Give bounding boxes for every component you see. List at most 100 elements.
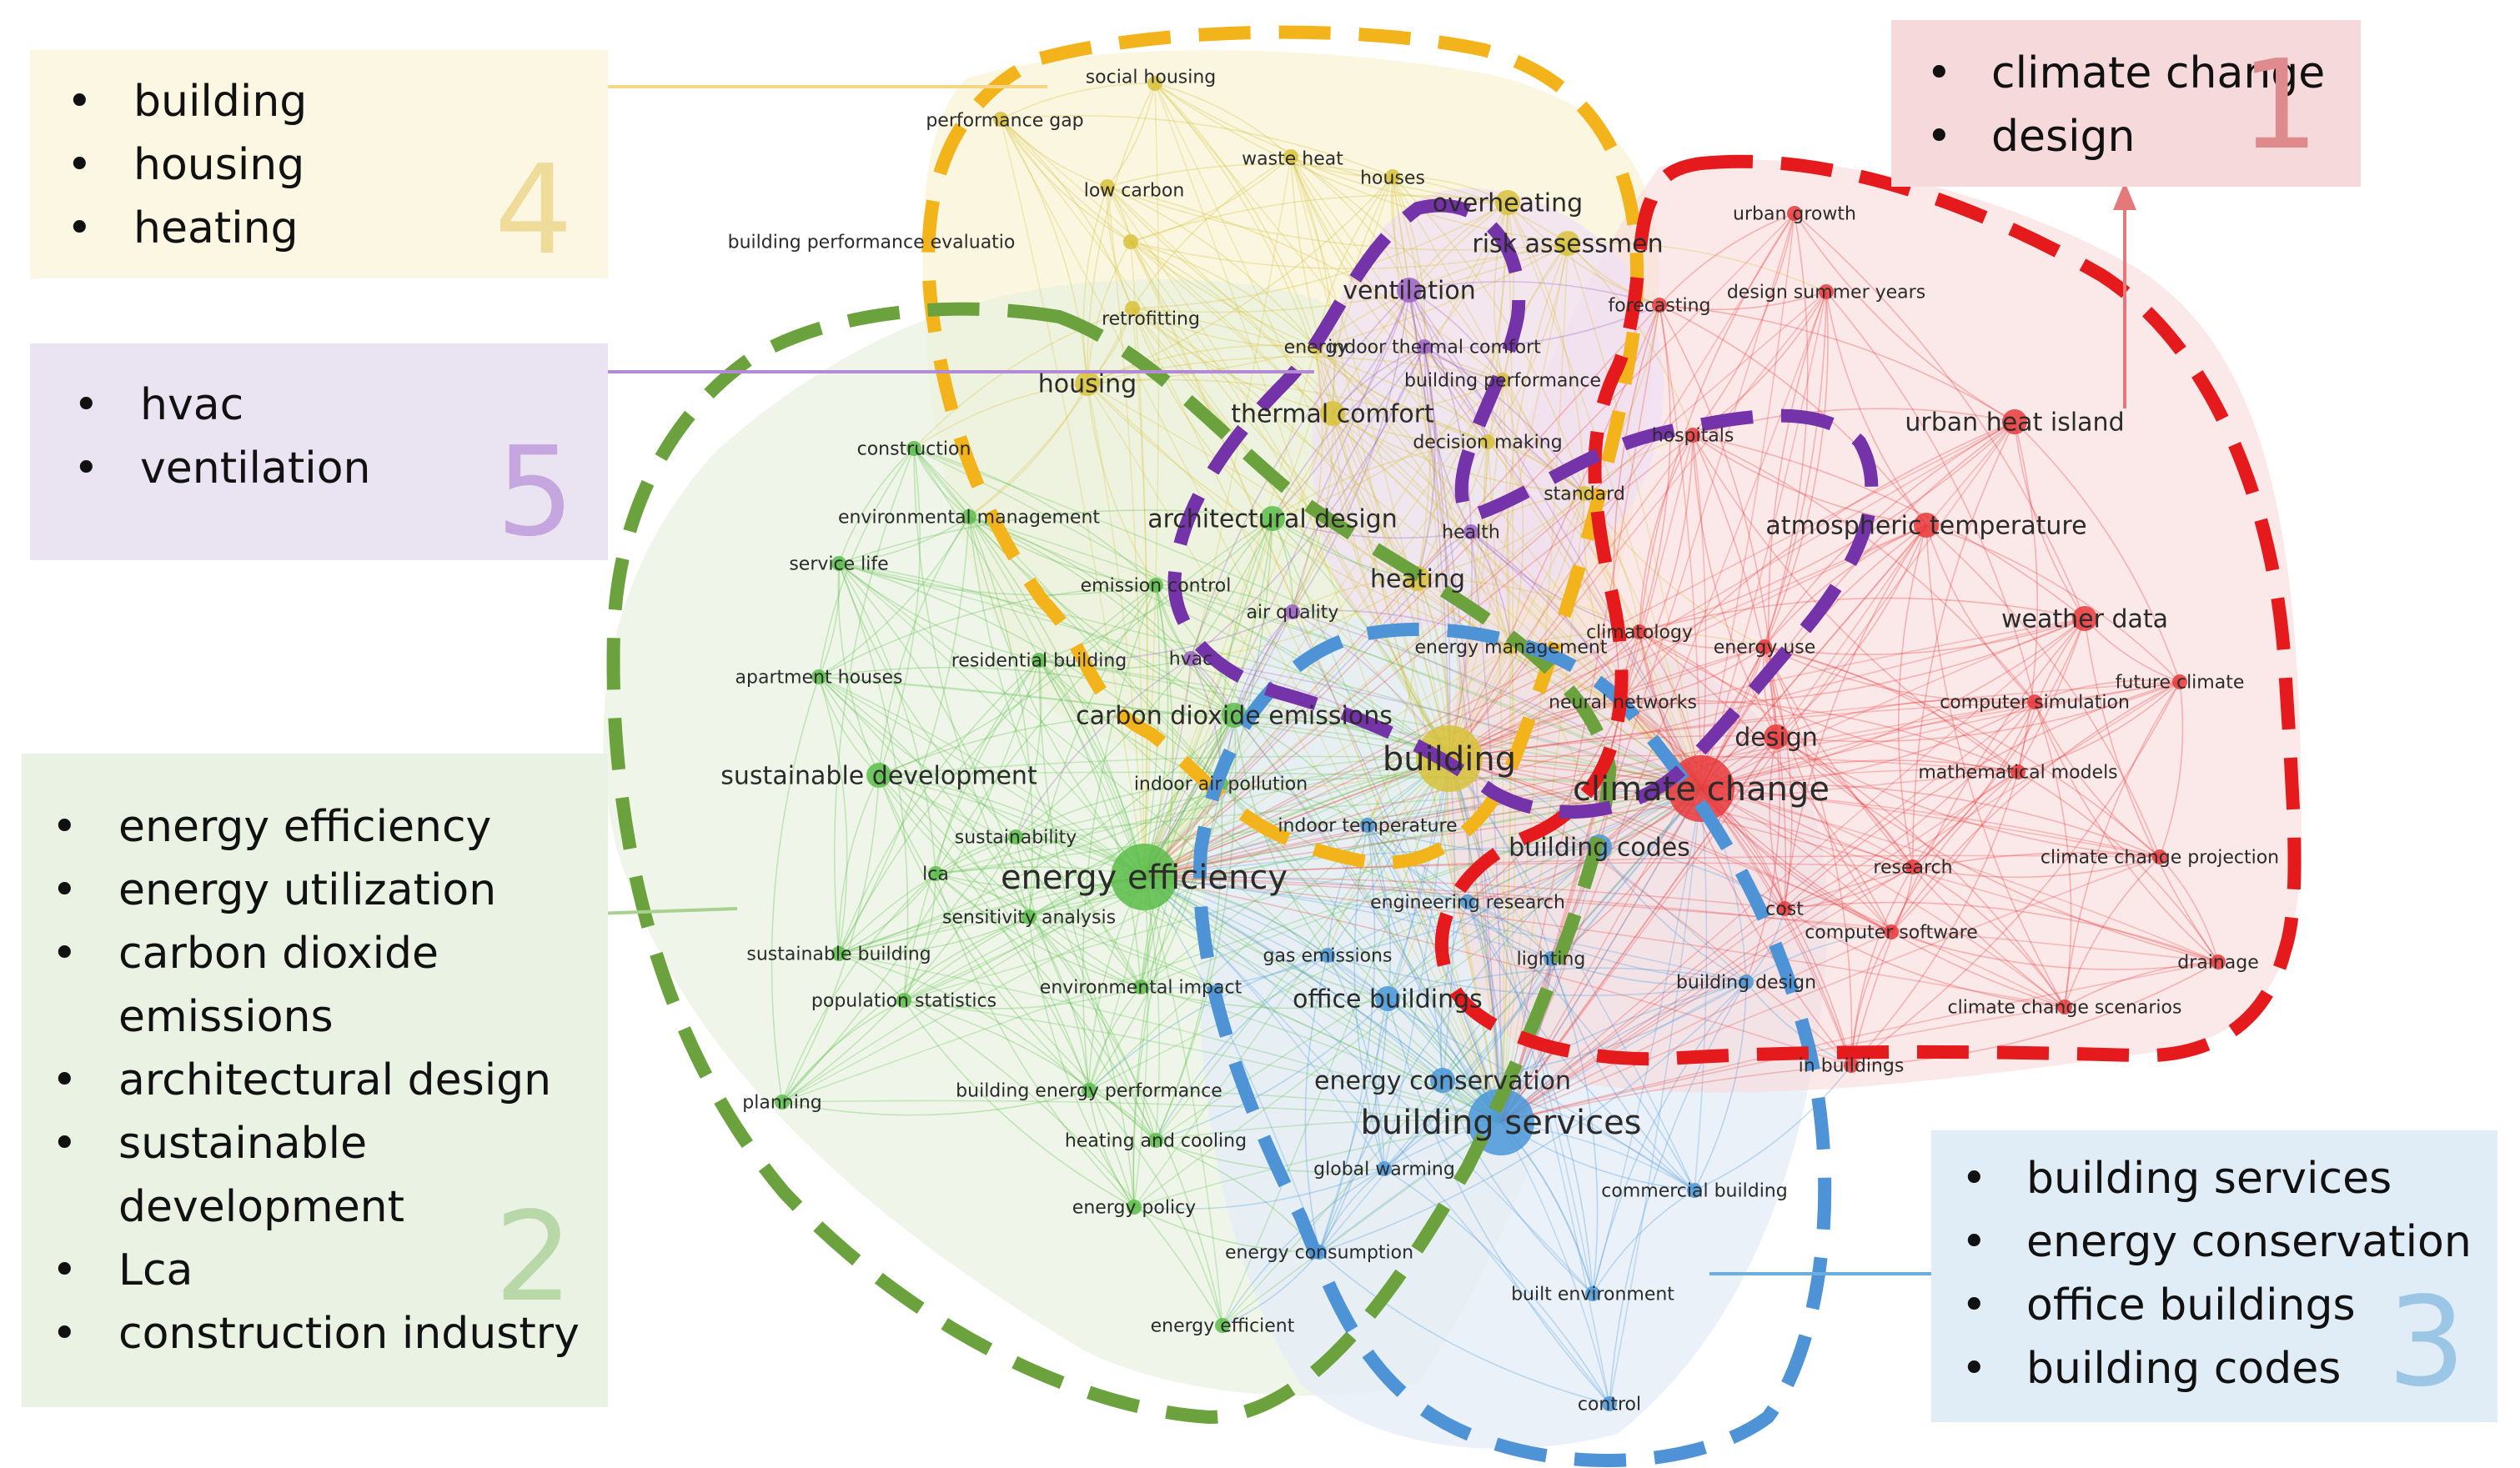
- network-edge: [838, 563, 1222, 784]
- network-edge: [1567, 243, 1660, 306]
- network-edge: [1925, 524, 2036, 703]
- network-edge: [838, 953, 1502, 1123]
- network-edge: [1467, 901, 1594, 1295]
- network-edge: [1448, 213, 1795, 759]
- network-edge: [838, 563, 1702, 789]
- network-node: [2072, 606, 2097, 631]
- network-edge: [1143, 611, 1293, 878]
- cluster-3-item: building codes: [1931, 1337, 2497, 1400]
- network-edge: [1143, 875, 1468, 903]
- network-edge: [1132, 308, 1149, 878]
- network-edge: [1622, 699, 2019, 773]
- network-edge: [1500, 866, 1914, 1123]
- network-edge: [2084, 618, 2181, 683]
- network-edge: [781, 788, 1702, 1103]
- network-edge: [1417, 578, 1502, 1123]
- network-node: [1460, 894, 1475, 909]
- network-node-label: residential building: [951, 651, 1127, 672]
- network-edge: [1088, 986, 1142, 1091]
- network-edge: [1408, 281, 1660, 306]
- network-edge: [1290, 156, 1450, 759]
- network-node: [1283, 149, 1298, 164]
- network-node-label: retrofitting: [1102, 309, 1200, 330]
- network-edge: [878, 774, 1030, 918]
- network-edge: [1133, 1121, 1502, 1208]
- network-edge: [1392, 176, 1512, 648]
- network-edge: [1132, 308, 1450, 759]
- network-edge: [1448, 291, 1827, 759]
- network-edge: [1332, 176, 1393, 414]
- network-edge: [818, 676, 1030, 918]
- network-edge: [968, 516, 1157, 586]
- network-node: [1685, 428, 1700, 443]
- network-edge: [1507, 202, 1702, 789]
- network-edge: [1154, 83, 1450, 759]
- network-edge: [1290, 156, 1503, 381]
- network-edge: [838, 873, 936, 954]
- network-edge: [838, 563, 1502, 1123]
- network-edge: [1087, 383, 1512, 648]
- network-edge: [1500, 701, 2036, 1123]
- network-edge: [1775, 736, 2066, 1008]
- network-edge: [2014, 421, 2039, 773]
- network-edge: [903, 1000, 1223, 1326]
- network-edge: [1367, 824, 1502, 1123]
- network-edge: [818, 563, 841, 678]
- network-edge: [1332, 413, 1488, 443]
- network-edge: [1448, 758, 1502, 1123]
- network-node: [961, 509, 976, 524]
- network-edge: [1290, 156, 1335, 414]
- network-edge: [1500, 856, 2161, 1123]
- network-node: [1148, 578, 1163, 593]
- network-edge: [1784, 866, 1914, 909]
- network-edge: [1692, 434, 2036, 703]
- network-edge: [1038, 659, 1157, 1141]
- network-edge: [1143, 876, 1388, 1000]
- network-node: [1100, 179, 1115, 194]
- network-node: [1787, 206, 1802, 221]
- network-edge: [818, 676, 1142, 988]
- cluster-2-item: Lca: [22, 1239, 585, 1302]
- network-edge: [1912, 771, 2019, 868]
- cluster-2-item: architectural design: [22, 1049, 585, 1112]
- cluster-4-item: building: [30, 70, 608, 133]
- network-edge: [1133, 1168, 1385, 1210]
- network-node: [1360, 818, 1375, 833]
- network-node-label: energy efficiency: [1001, 859, 1288, 897]
- network-edge: [1290, 156, 1702, 789]
- network-edge: [1500, 908, 1785, 1123]
- network-edge: [1132, 308, 1273, 519]
- network-edge: [1470, 531, 1702, 789]
- network-edge: [1417, 346, 1436, 579]
- network-edge: [1290, 156, 1410, 291]
- network-node: [1111, 844, 1177, 910]
- network-edge: [1315, 243, 1569, 348]
- network-edge: [1448, 493, 1585, 759]
- network-edge: [1143, 876, 1610, 1405]
- network-edge: [878, 584, 1157, 776]
- network-edge: [1315, 346, 1488, 443]
- network-edge: [1487, 441, 1702, 789]
- network-node: [896, 993, 911, 1008]
- cluster-2-item: sustainable development: [22, 1112, 585, 1239]
- network-edge: [1764, 291, 1829, 648]
- network-edge: [1367, 824, 1392, 1000]
- cluster-2-item: carbon dioxide emissions: [22, 922, 585, 1049]
- network-edge: [1506, 243, 1569, 648]
- network-edge: [781, 836, 1017, 1103]
- network-node-label: waste heat: [1242, 149, 1343, 170]
- network-node: [775, 1095, 790, 1110]
- network-edge: [1143, 289, 1410, 878]
- network-edge: [935, 873, 1142, 988]
- network-edge: [1659, 213, 1795, 306]
- network-edge: [1155, 1120, 1502, 1141]
- network-edge: [1140, 986, 1388, 1010]
- network-node-label: sustainability: [955, 828, 1077, 849]
- network-edge: [1154, 83, 1333, 414]
- network-node-label: office buildings: [1293, 985, 1483, 1015]
- network-node-label: computer simulation: [1940, 693, 2130, 714]
- network-edge: [1764, 618, 2086, 655]
- cluster-5-list: hvac ventilation: [30, 343, 608, 500]
- network-edge: [1353, 824, 1385, 1170]
- network-edge: [1392, 176, 1432, 579]
